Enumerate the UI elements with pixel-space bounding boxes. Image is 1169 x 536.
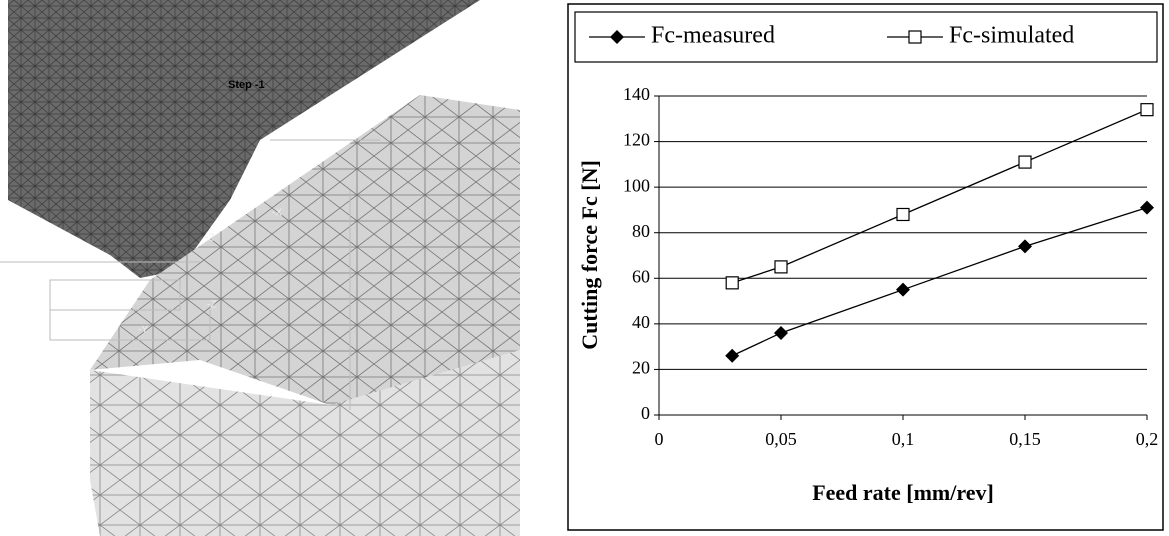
data-point [1141, 104, 1153, 116]
y-tick-label: 60 [632, 266, 650, 286]
axis-label: -Z [205, 233, 214, 244]
axis-label: -Z [207, 300, 216, 311]
step-label: Step -1 [228, 79, 265, 91]
chart-frame [568, 4, 1163, 530]
y-tick-label: 0 [641, 403, 650, 423]
legend-label: Fc-measured [651, 23, 775, 49]
y-axis-title: Cutting force Fc [N] [577, 160, 602, 350]
figure: Step -1 -X -Z -Z -Y Feed rate [mm/rev] C… [0, 0, 1169, 536]
mesh-image: Step -1 -X -Z -Z -Y [0, 0, 520, 536]
y-tick-label: 120 [623, 130, 650, 150]
x-tick-label: 0,2 [1136, 429, 1159, 449]
legend-label: Fc-simulated [949, 23, 1074, 49]
x-tick-label: 0 [655, 429, 664, 449]
data-point [1019, 156, 1031, 168]
data-point [775, 261, 787, 273]
data-point [897, 208, 909, 220]
chart: Feed rate [mm/rev] Cutting force Fc [N] … [568, 4, 1163, 530]
axis-label: -X [272, 208, 282, 219]
y-tick-label: 80 [632, 221, 650, 241]
x-tick-label: 0,05 [765, 429, 797, 449]
y-tick-label: 140 [623, 84, 650, 104]
x-axis-title: Feed rate [mm/rev] [812, 480, 994, 505]
data-point [726, 277, 738, 289]
x-tick-label: 0,15 [1009, 429, 1041, 449]
axis-label: -Y [138, 325, 148, 336]
x-tick-label: 0,1 [892, 429, 915, 449]
y-tick-label: 20 [632, 358, 650, 378]
y-tick-label: 40 [632, 312, 650, 332]
y-tick-label: 100 [623, 175, 650, 195]
legend-marker [909, 31, 921, 43]
page: {"figure": {"labels": ["Step -1", "-X", … [0, 0, 1169, 536]
